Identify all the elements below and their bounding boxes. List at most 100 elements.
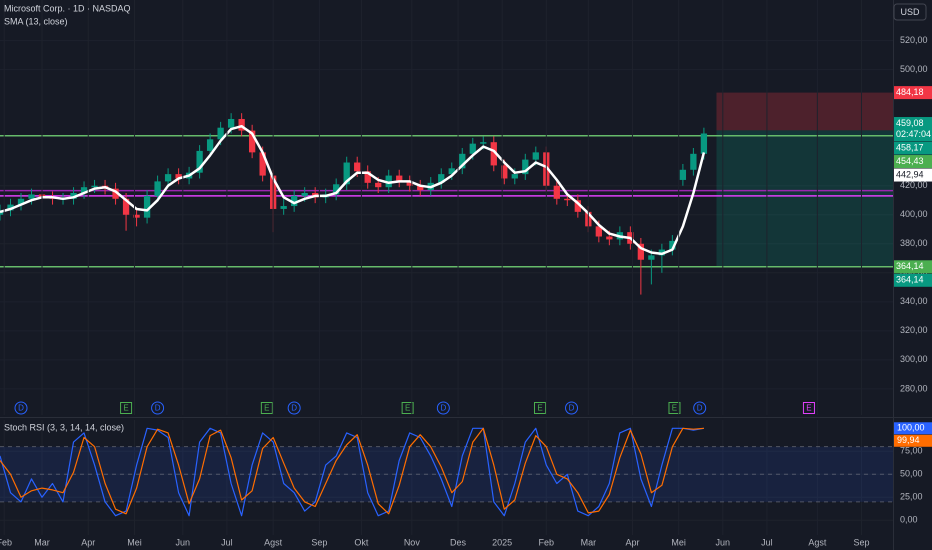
price-label-box — [894, 273, 932, 287]
price-label: 454,43 — [896, 156, 924, 166]
price-label-box — [894, 141, 932, 155]
price-label-box — [894, 260, 932, 274]
candle-body — [291, 195, 298, 207]
dividend-marker — [565, 401, 579, 415]
price-pane: 520,00500,00420,00400,00380,00360,00340,… — [0, 35, 928, 415]
earnings-marker — [802, 402, 815, 414]
event-label: E — [806, 404, 811, 413]
x-tick-label: Sep — [853, 537, 869, 547]
event-label: D — [155, 404, 161, 413]
candle-body — [700, 133, 708, 154]
candle-body — [333, 184, 340, 195]
candle-body — [164, 174, 172, 182]
candle-body — [459, 153, 466, 169]
candle-body — [91, 185, 98, 188]
candle-body — [248, 130, 256, 153]
candle-body — [606, 236, 613, 240]
candle-body — [564, 198, 571, 201]
candle-body — [80, 187, 88, 193]
candle-body — [658, 249, 666, 256]
candle-body — [532, 152, 539, 160]
dividend-marker — [693, 401, 707, 415]
last-value-box — [894, 434, 932, 447]
y-tick-label: 0,00 — [900, 515, 918, 525]
candle-body — [438, 174, 445, 183]
candle-body — [637, 243, 645, 260]
stoch-line — [0, 427, 704, 515]
countdown-label: 02:47:04 — [896, 129, 931, 139]
candle-body — [522, 159, 529, 175]
candle-body — [259, 152, 266, 176]
currency-button[interactable] — [893, 3, 927, 21]
event-label: E — [537, 404, 542, 413]
candle-body — [553, 185, 560, 199]
position-stop-zone — [716, 92, 893, 131]
dividend-marker — [14, 401, 28, 415]
candle-body — [154, 181, 161, 196]
y-tick-label: 340,00 — [900, 296, 928, 306]
candle-body — [280, 206, 287, 209]
candle-body — [648, 255, 655, 260]
candle-body — [28, 194, 35, 199]
candle-body — [364, 171, 371, 183]
y-tick-label: 500,00 — [900, 64, 928, 74]
candle-body — [679, 169, 687, 180]
candle-body — [7, 204, 14, 211]
candle-body — [595, 226, 602, 237]
candle-body — [375, 182, 382, 188]
price-label: 484,18 — [896, 87, 924, 97]
event-label: E — [672, 404, 677, 413]
y-tick-label: 380,00 — [900, 238, 928, 248]
x-tick-label: Jun — [716, 537, 731, 547]
stoch-label: Stoch RSI (3, 3, 14, 14, close) — [4, 422, 124, 432]
x-tick-label: Agst — [808, 537, 827, 547]
earnings-marker — [534, 402, 547, 414]
candle-body — [396, 175, 403, 182]
y-tick-label: 420,00 — [900, 180, 928, 190]
overlay: Microsoft Corp. · 1D · NASDAQ SMA (13, c… — [4, 3, 932, 447]
x-tick-label: Nov — [404, 537, 421, 547]
candle-body — [354, 162, 361, 172]
symbol-title: Microsoft Corp. · 1D · NASDAQ — [4, 3, 131, 13]
candle-body — [343, 162, 350, 185]
x-tick-label: Mar — [34, 537, 50, 547]
y-tick-label: 300,00 — [900, 354, 928, 364]
stoch-pane: 75,00 50,00 25,00 0,00 Feb Mar Apr Mei Jun Jul Ags… — [0, 420, 923, 547]
candle-body — [70, 192, 77, 199]
candle-body — [196, 150, 203, 173]
price-label-box — [894, 86, 932, 100]
candle-body — [385, 175, 392, 188]
position-target-zone — [716, 130, 893, 267]
candle-body — [406, 181, 413, 186]
x-tick-label: Jul — [761, 537, 773, 547]
candle-body — [469, 143, 476, 154]
stoch-line — [0, 427, 705, 517]
x-tick-label: Mar — [581, 537, 597, 547]
candle-body — [301, 192, 308, 196]
price-label: 364,14 — [896, 261, 924, 271]
price-label: 459,08 — [896, 118, 924, 128]
x-tick-label: Sep — [311, 537, 327, 547]
candle-body — [238, 118, 245, 131]
price-label: 458,17 — [896, 142, 924, 152]
event-label: D — [18, 404, 24, 413]
candle-body — [480, 142, 487, 144]
price-label-box — [894, 155, 932, 169]
x-tick-label: Jul — [221, 537, 233, 547]
candle-body — [574, 200, 581, 212]
y-tick-label: 400,00 — [900, 209, 928, 219]
event-label: E — [123, 404, 128, 413]
x-tick-label: Apr — [625, 537, 639, 547]
event-label: E — [405, 404, 410, 413]
currency-label[interactable]: USD — [900, 7, 920, 17]
y-tick-label: 50,00 — [900, 469, 923, 479]
event-label: E — [264, 404, 269, 413]
earnings-marker — [120, 402, 133, 414]
x-tick-label: Agst — [264, 537, 283, 547]
x-tick-label: Mei — [671, 537, 686, 547]
x-tick-label: Okt — [354, 537, 369, 547]
y-tick-label: 520,00 — [900, 35, 928, 45]
candle-body — [112, 188, 119, 199]
